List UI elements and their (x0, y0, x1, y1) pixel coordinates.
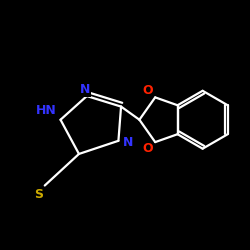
Text: HN: HN (36, 104, 56, 117)
Text: N: N (122, 136, 133, 148)
Text: O: O (142, 84, 152, 97)
Text: S: S (34, 188, 43, 201)
Text: N: N (80, 83, 91, 96)
Text: O: O (142, 142, 152, 155)
